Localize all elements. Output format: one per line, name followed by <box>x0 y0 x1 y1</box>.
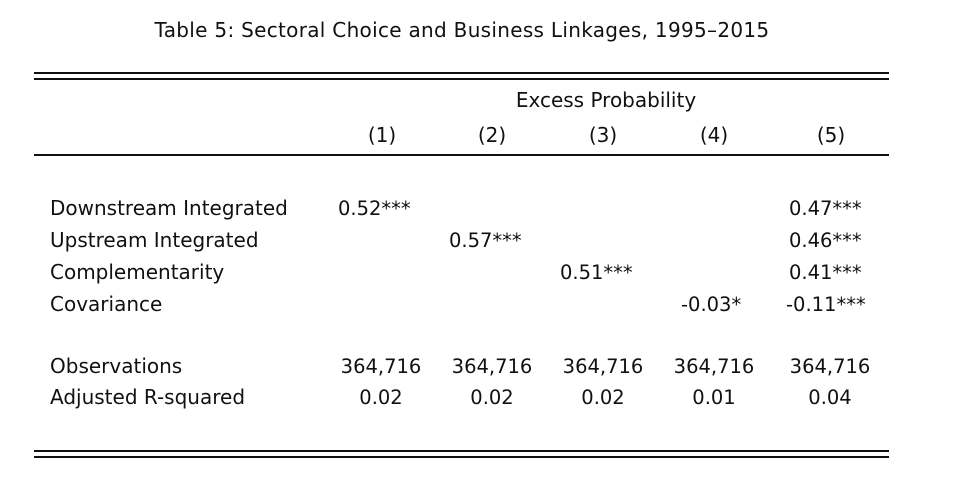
row-label-upstream-integrated: Upstream Integrated <box>50 228 259 252</box>
row-label-downstream-integrated: Downstream Integrated <box>50 196 288 220</box>
table-cell: 0.02 <box>581 386 625 409</box>
table-cell: -0.03* <box>681 293 742 316</box>
table-cell: 364,716 <box>562 355 644 378</box>
row-label-complementarity: Complementarity <box>50 260 225 284</box>
table-cell: 0.57*** <box>449 229 522 252</box>
row-label-adjusted-r-squared: Adjusted R-squared <box>50 385 246 409</box>
table-cell: 0.51*** <box>560 261 633 284</box>
table-cell: 364,716 <box>451 355 533 378</box>
table-cell: 364,716 <box>789 355 871 378</box>
row-label-covariance: Covariance <box>50 292 163 316</box>
table-cell: 0.41*** <box>789 261 862 284</box>
table-cell: 0.04 <box>808 386 852 409</box>
header-rule <box>34 154 889 156</box>
column-group-header: Excess Probability <box>515 88 697 112</box>
column-header-1: (1) <box>367 123 397 147</box>
table-cell: 0.01 <box>692 386 736 409</box>
column-header-2: (2) <box>477 123 507 147</box>
table-cell: 0.46*** <box>789 229 862 252</box>
column-header-4: (4) <box>699 123 729 147</box>
table-cell: 0.52*** <box>338 197 411 220</box>
table-caption: Table 5: Sectoral Choice and Business Li… <box>154 18 770 42</box>
bottom-rule-lower <box>34 456 889 458</box>
top-rule-lower <box>34 78 889 80</box>
table-cell: 364,716 <box>340 355 422 378</box>
row-label-observations: Observations <box>50 354 183 378</box>
column-header-5: (5) <box>816 123 846 147</box>
table-cell: 0.02 <box>470 386 514 409</box>
top-rule-upper <box>34 72 889 74</box>
table-cell: -0.11*** <box>786 293 866 316</box>
table-cell: 0.47*** <box>789 197 862 220</box>
table-cell: 364,716 <box>673 355 755 378</box>
bottom-rule-upper <box>34 450 889 452</box>
table-cell: 0.02 <box>359 386 403 409</box>
column-header-3: (3) <box>588 123 618 147</box>
